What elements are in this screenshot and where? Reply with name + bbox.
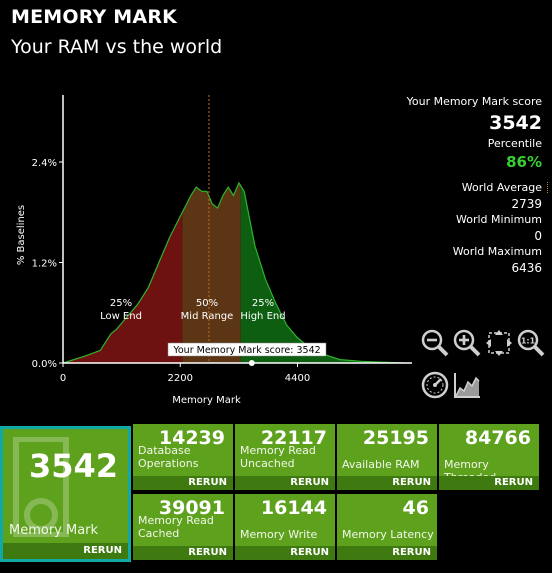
- band-name-label: High End: [240, 311, 285, 322]
- your-score-label: Your Memory Mark score: 3542: [172, 345, 320, 356]
- tile-score: 25195: [362, 427, 429, 449]
- tile-name: Memory Read Uncached: [240, 444, 316, 470]
- tile-database-operations[interactable]: 14239 Database Operations RERUN: [133, 424, 233, 490]
- rerun-button[interactable]: RERUN: [3, 543, 128, 559]
- tile-score: 14239: [158, 427, 225, 449]
- gauge-icon[interactable]: [420, 370, 450, 400]
- y-tick-label: 0.0%: [32, 359, 57, 370]
- y-tick-label: 1.2%: [32, 259, 57, 270]
- band-area-1: [182, 182, 241, 363]
- rerun-button[interactable]: RERUN: [337, 476, 437, 490]
- tile-memory-threaded[interactable]: 84766 Memory Threaded RERUN: [439, 424, 539, 490]
- tile-score: 39091: [158, 497, 225, 519]
- band-percent-label: 25%: [110, 298, 132, 309]
- distribution-chart: 0.0% 1.2% 2.4% 0 2200 4400 Memory Mark % Baseli…: [16, 95, 412, 406]
- tile-name: Memory Latency: [342, 528, 434, 541]
- world-maximum-value: 6436: [511, 261, 542, 275]
- world-average-value: 2739: [511, 197, 542, 211]
- score-value: 3542: [489, 112, 542, 134]
- band-area-2: [240, 185, 406, 363]
- rerun-button[interactable]: RERUN: [133, 546, 233, 560]
- your-score-callout: [167, 342, 327, 357]
- tile-score: 3542: [28, 447, 118, 485]
- rerun-button[interactable]: RERUN: [235, 476, 335, 490]
- chart-icon[interactable]: [452, 370, 482, 400]
- band-percent-label: 25%: [252, 298, 274, 309]
- zoom-out-icon[interactable]: [420, 328, 450, 358]
- tile-name: Memory Write: [240, 528, 318, 541]
- fit-to-window-icon[interactable]: [484, 328, 514, 358]
- tile-name: Available RAM: [342, 458, 420, 471]
- tile-score: 46: [402, 497, 429, 519]
- y-tick-label: 2.4%: [32, 158, 57, 169]
- your-score-marker: [248, 360, 255, 366]
- world-average-marker-icon: [547, 182, 548, 193]
- svg-text:1:1: 1:1: [521, 337, 536, 346]
- world-minimum-value: 0: [534, 229, 542, 243]
- world-minimum-label: World Minimum: [456, 213, 542, 226]
- band-area-0: [63, 212, 183, 363]
- x-tick-label: 4400: [285, 373, 310, 384]
- percentile-label: Percentile: [487, 137, 542, 150]
- tile-memory-read-cached[interactable]: 39091 Memory Read Cached RERUN: [133, 494, 233, 560]
- memory-chip-icon: [13, 437, 69, 537]
- rerun-button[interactable]: RERUN: [439, 476, 539, 490]
- tile-score: 16144: [260, 497, 327, 519]
- tile-memory-mark[interactable]: 3542 Memory Mark RERUN: [0, 426, 131, 562]
- world-maximum-label: World Maximum: [452, 245, 542, 258]
- tile-memory-read-uncached[interactable]: 22117 Memory Read Uncached RERUN: [235, 424, 335, 490]
- score-label: Your Memory Mark score: [406, 95, 542, 108]
- zoom-1-to-1-icon[interactable]: 1:1: [516, 328, 546, 358]
- world-average-label: World Average: [462, 180, 548, 196]
- rerun-button[interactable]: RERUN: [337, 546, 437, 560]
- band-name-label: Mid Range: [181, 311, 234, 322]
- y-axis-label: % Baselines: [16, 205, 27, 265]
- band-percent-label: 50%: [196, 298, 218, 309]
- tile-memory-latency[interactable]: 46 Memory Latency RERUN: [337, 494, 437, 560]
- x-tick-label: 2200: [168, 373, 193, 384]
- score-stats-panel: Your Memory Mark score 3542 Percentile 8…: [392, 94, 548, 276]
- band-name-label: Low End: [100, 311, 142, 322]
- tile-memory-write[interactable]: 16144 Memory Write RERUN: [235, 494, 335, 560]
- page-title: MEMORY MARK: [11, 6, 178, 28]
- rerun-button[interactable]: RERUN: [235, 546, 335, 560]
- tile-score: 22117: [260, 427, 327, 449]
- page-subtitle: Your RAM vs the world: [11, 36, 223, 58]
- tile-score: 84766: [464, 427, 531, 449]
- x-axis-label: Memory Mark: [172, 395, 241, 406]
- x-tick-label: 0: [60, 373, 66, 384]
- zoom-in-icon[interactable]: [452, 328, 482, 358]
- tile-name: Memory Mark: [9, 523, 99, 538]
- percentile-value: 86%: [506, 153, 542, 171]
- tile-name: Database Operations: [138, 444, 199, 470]
- tile-available-ram[interactable]: 25195 Available RAM RERUN: [337, 424, 437, 490]
- tile-name: Memory Read Cached: [138, 514, 214, 540]
- rerun-button[interactable]: RERUN: [133, 476, 233, 490]
